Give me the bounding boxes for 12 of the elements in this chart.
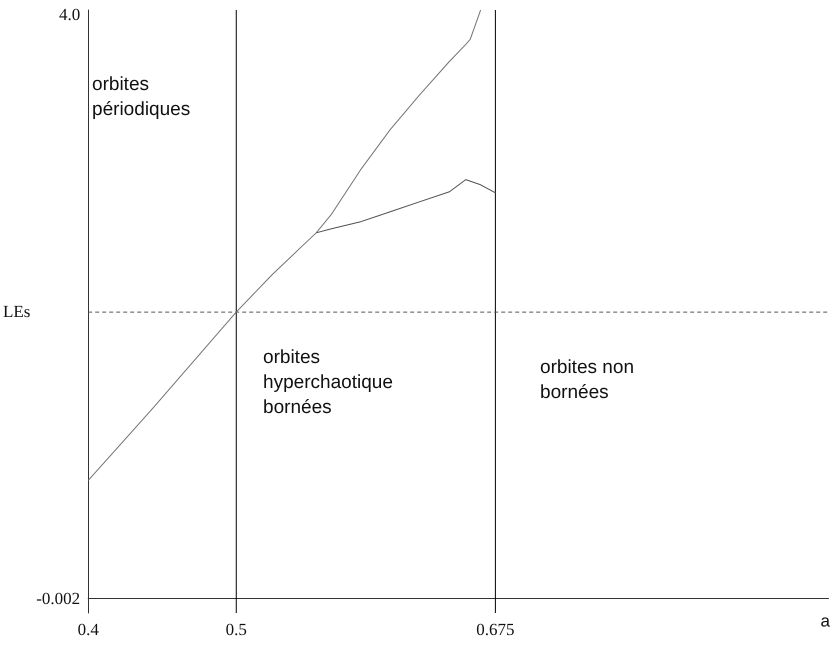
line-series (88, 10, 482, 481)
y-tick-label: 4.0 (58, 4, 80, 24)
line-series (316, 179, 496, 234)
x-axis-title: a (820, 611, 831, 630)
x-tick-label: 0.4 (78, 620, 100, 639)
x-tick-label: 0.5 (226, 620, 247, 639)
annotation: orbites périodiques (92, 74, 190, 120)
annotation: orbites non bornées (540, 357, 634, 403)
annotation: orbites hyperchaotique bornées (263, 347, 393, 418)
y-axis-title: LEs (2, 302, 30, 321)
y-tick-label: -0.002 (36, 589, 80, 608)
x-tick-label: 0.675 (476, 620, 515, 639)
